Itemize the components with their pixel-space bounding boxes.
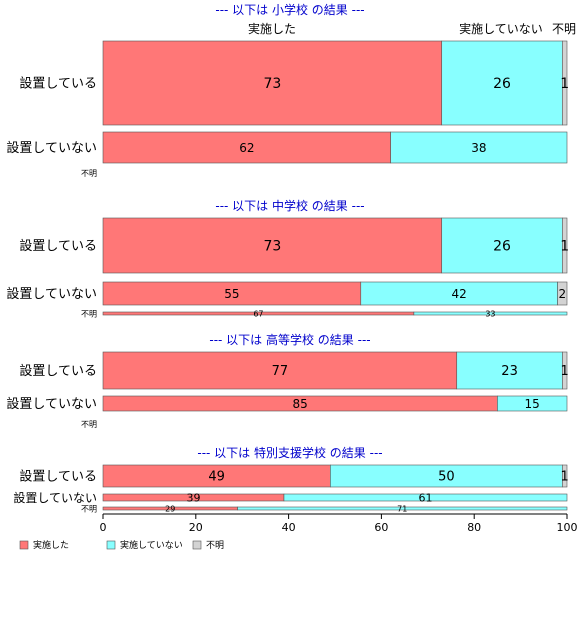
data-label: 1 (560, 239, 569, 255)
data-label: 1 (560, 76, 569, 92)
data-label: 61 (418, 491, 432, 504)
category-label: 設置していない (6, 140, 97, 156)
bar-row: 設置している 73 26 1 (19, 40, 569, 126)
bar-row: 設置している 73 26 1 (19, 217, 569, 274)
bar-row: 不明 (81, 169, 97, 178)
panel: --- 以下は 特別支援学校 の結果 --- 設置している 49 50 1 設置していない… (13, 445, 568, 513)
category-label: 不明 (81, 504, 97, 513)
data-label: 42 (452, 287, 467, 301)
bar-segment (102, 131, 391, 164)
data-label: 50 (438, 470, 455, 485)
x-tick-label: 80 (467, 521, 481, 534)
category-label: 不明 (81, 169, 97, 178)
x-axis: 0 20 40 60 80 100 (100, 513, 578, 534)
data-label: 55 (224, 287, 239, 301)
x-tick-label: 0 (100, 521, 107, 534)
legend-label: 不明 (206, 540, 224, 551)
data-label: 33 (485, 309, 495, 318)
data-label: 49 (208, 470, 225, 485)
bar-segment (283, 493, 568, 502)
panel: --- 以下は 小学校 の結果 --- 設置している 73 26 1 設置していない 62 3… (6, 2, 569, 178)
legend-item: 実施していない (106, 539, 183, 551)
bar-segment (413, 311, 568, 316)
data-label: 73 (263, 239, 281, 255)
x-tick-label: 40 (282, 521, 296, 534)
category-label: 不明 (81, 420, 97, 429)
bar-segment (102, 40, 443, 126)
bar-segment (562, 40, 568, 126)
bar-row: 設置していない 85 15 (6, 395, 568, 412)
data-label: 67 (253, 309, 263, 318)
data-label: 2 (558, 287, 566, 301)
data-label: 1 (561, 364, 569, 379)
bar-segment (557, 281, 568, 306)
category-label: 設置している (19, 238, 97, 254)
data-label: 38 (471, 141, 486, 155)
data-label: 23 (501, 364, 518, 379)
bar-segment (562, 217, 568, 274)
legend-swatch (192, 540, 202, 550)
legend-swatch (19, 540, 29, 550)
bar-segment (390, 131, 568, 164)
data-label: 85 (293, 397, 308, 411)
legend-label: 実施していない (120, 539, 183, 551)
bar-segment (102, 217, 443, 274)
bar-row: 設置していない 55 42 2 (6, 281, 568, 306)
bar-row: 不明 29 71 (81, 504, 568, 513)
category-label: 設置していない (6, 396, 97, 412)
legend-item: 実施した (19, 539, 69, 551)
data-label: 62 (239, 141, 254, 155)
data-label: 77 (272, 364, 289, 379)
bar-row: 設置している 49 50 1 (19, 464, 569, 488)
category-label: 設置している (19, 469, 97, 485)
bar-segment (497, 395, 568, 412)
legend-item: 不明 (192, 540, 224, 551)
panel-title: --- 以下は 特別支援学校 の結果 --- (197, 445, 382, 460)
panel-title: --- 以下は 小学校 の結果 --- (215, 2, 364, 17)
panel: --- 以下は 高等学校 の結果 --- 設置している 77 23 1 設置していない 85… (6, 332, 568, 429)
category-label: 設置していない (6, 286, 97, 302)
bar-row: 不明 67 33 (81, 309, 568, 318)
panel: --- 以下は 中学校 の結果 --- 設置している 73 26 1 設置していない 55 4… (6, 198, 569, 318)
column-header-unknown: 不明 (552, 22, 576, 36)
column-header-implemented: 実施した (248, 21, 296, 36)
data-label: 73 (263, 76, 281, 92)
bar-segment (562, 464, 568, 488)
legend-label: 実施した (33, 539, 69, 551)
bar-segment (237, 506, 568, 511)
data-label: 26 (493, 76, 511, 92)
category-label: 設置していない (13, 490, 97, 505)
panel-title: --- 以下は 高等学校 の結果 --- (209, 332, 370, 347)
x-tick-label: 100 (557, 521, 578, 534)
data-label: 29 (165, 504, 175, 513)
data-label: 15 (525, 397, 540, 411)
data-label: 39 (186, 491, 200, 504)
bar-row: 設置している 77 23 1 (19, 351, 569, 390)
bar-row: 不明 (81, 420, 97, 429)
legend-swatch (106, 540, 116, 550)
bar-segment (562, 351, 568, 390)
bar-segment (456, 351, 563, 390)
bar-segment (441, 217, 563, 274)
bar-row: 設置していない 39 61 (13, 490, 568, 505)
data-label: 26 (493, 239, 511, 255)
column-header-not-implemented: 実施していない (459, 21, 543, 36)
category-label: 不明 (81, 309, 97, 318)
x-tick-label: 60 (374, 521, 388, 534)
panel-title: --- 以下は 中学校 の結果 --- (215, 198, 364, 213)
legend: 実施した 実施していない 不明 (19, 539, 224, 551)
data-label: 71 (397, 504, 407, 513)
category-label: 設置している (19, 76, 97, 92)
x-tick-label: 20 (189, 521, 203, 534)
data-label: 1 (561, 470, 569, 485)
bar-row: 設置していない 62 38 (6, 131, 568, 164)
category-label: 設置している (19, 363, 97, 379)
